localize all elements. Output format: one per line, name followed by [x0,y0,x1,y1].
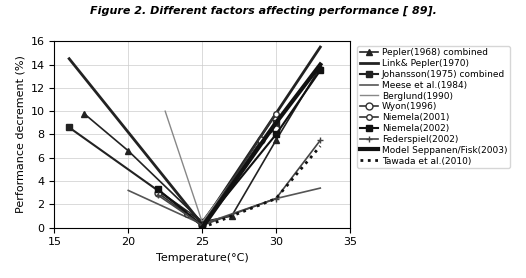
Berglund(1990) [162,110,168,113]
Pepler(1968) combined [81,112,87,115]
Line: Niemela(2002): Niemela(2002) [155,68,323,228]
Link& Pepler(1970) [66,57,73,60]
Niemela(2001) [199,225,205,228]
Line: Link& Pepler(1970): Link& Pepler(1970) [69,47,320,224]
Wyon(1996) [258,139,265,142]
Legend: Pepler(1968) combined, Link& Pepler(1970), Johansson(1975) combined, Meese et al: Pepler(1968) combined, Link& Pepler(1970… [357,46,510,168]
Johansson(1975) combined [199,220,205,224]
Line: Model Seppanen/Fisk(2003): Model Seppanen/Fisk(2003) [202,64,320,228]
Pepler(1968) combined [199,220,205,224]
Federspiel(2002) [155,193,161,197]
Tawada et al.(2010) [199,226,205,229]
Line: Tawada et al.(2010): Tawada et al.(2010) [202,146,320,228]
Johansson(1975) combined [66,126,73,129]
Pepler(1968) combined [317,65,323,69]
Niemela(2002) [317,69,323,72]
Line: Federspiel(2002): Federspiel(2002) [154,137,324,229]
Text: Figure 2. Different factors affecting performance [ 89].: Figure 2. Different factors affecting pe… [89,6,437,16]
Meese et al.(1984) [317,187,323,190]
Link& Pepler(1970) [317,45,323,49]
Pepler(1968) combined [228,214,235,218]
Niemela(2002) [199,224,205,227]
Model Seppanen/Fisk(2003) [273,121,279,125]
Federspiel(2002) [317,139,323,142]
Johansson(1975) combined [273,121,279,125]
Tawada et al.(2010) [273,197,279,200]
Berglund(1990) [273,119,279,122]
Model Seppanen/Fisk(2003) [199,226,205,229]
Y-axis label: Performance decrement (%): Performance decrement (%) [15,56,25,214]
Wyon(1996) [155,191,161,194]
Wyon(1996) [199,224,205,227]
Niemela(2002) [155,188,161,191]
Line: Meese et al.(1984): Meese et al.(1984) [128,188,320,224]
Niemela(2001) [273,112,279,115]
Niemela(2001) [184,212,190,215]
Pepler(1968) combined [273,139,279,142]
Berglund(1990) [199,220,205,224]
Line: Pepler(1968) combined: Pepler(1968) combined [81,64,323,225]
Line: Berglund(1990): Berglund(1990) [165,111,276,222]
Model Seppanen/Fisk(2003) [317,63,323,66]
Wyon(1996) [273,127,279,130]
Tawada et al.(2010) [317,145,323,148]
Meese et al.(1984) [125,189,132,192]
Niemela(2002) [273,133,279,136]
Meese et al.(1984) [273,197,279,200]
Pepler(1968) combined [125,149,132,152]
Line: Wyon(1996): Wyon(1996) [154,125,279,229]
Line: Johansson(1975) combined: Johansson(1975) combined [66,120,279,225]
Federspiel(2002) [273,197,279,200]
Link& Pepler(1970) [199,223,205,226]
Meese et al.(1984) [199,223,205,226]
Federspiel(2002) [199,224,205,227]
Line: Niemela(2001): Niemela(2001) [185,111,279,229]
X-axis label: Temperature(°C): Temperature(°C) [156,253,248,263]
